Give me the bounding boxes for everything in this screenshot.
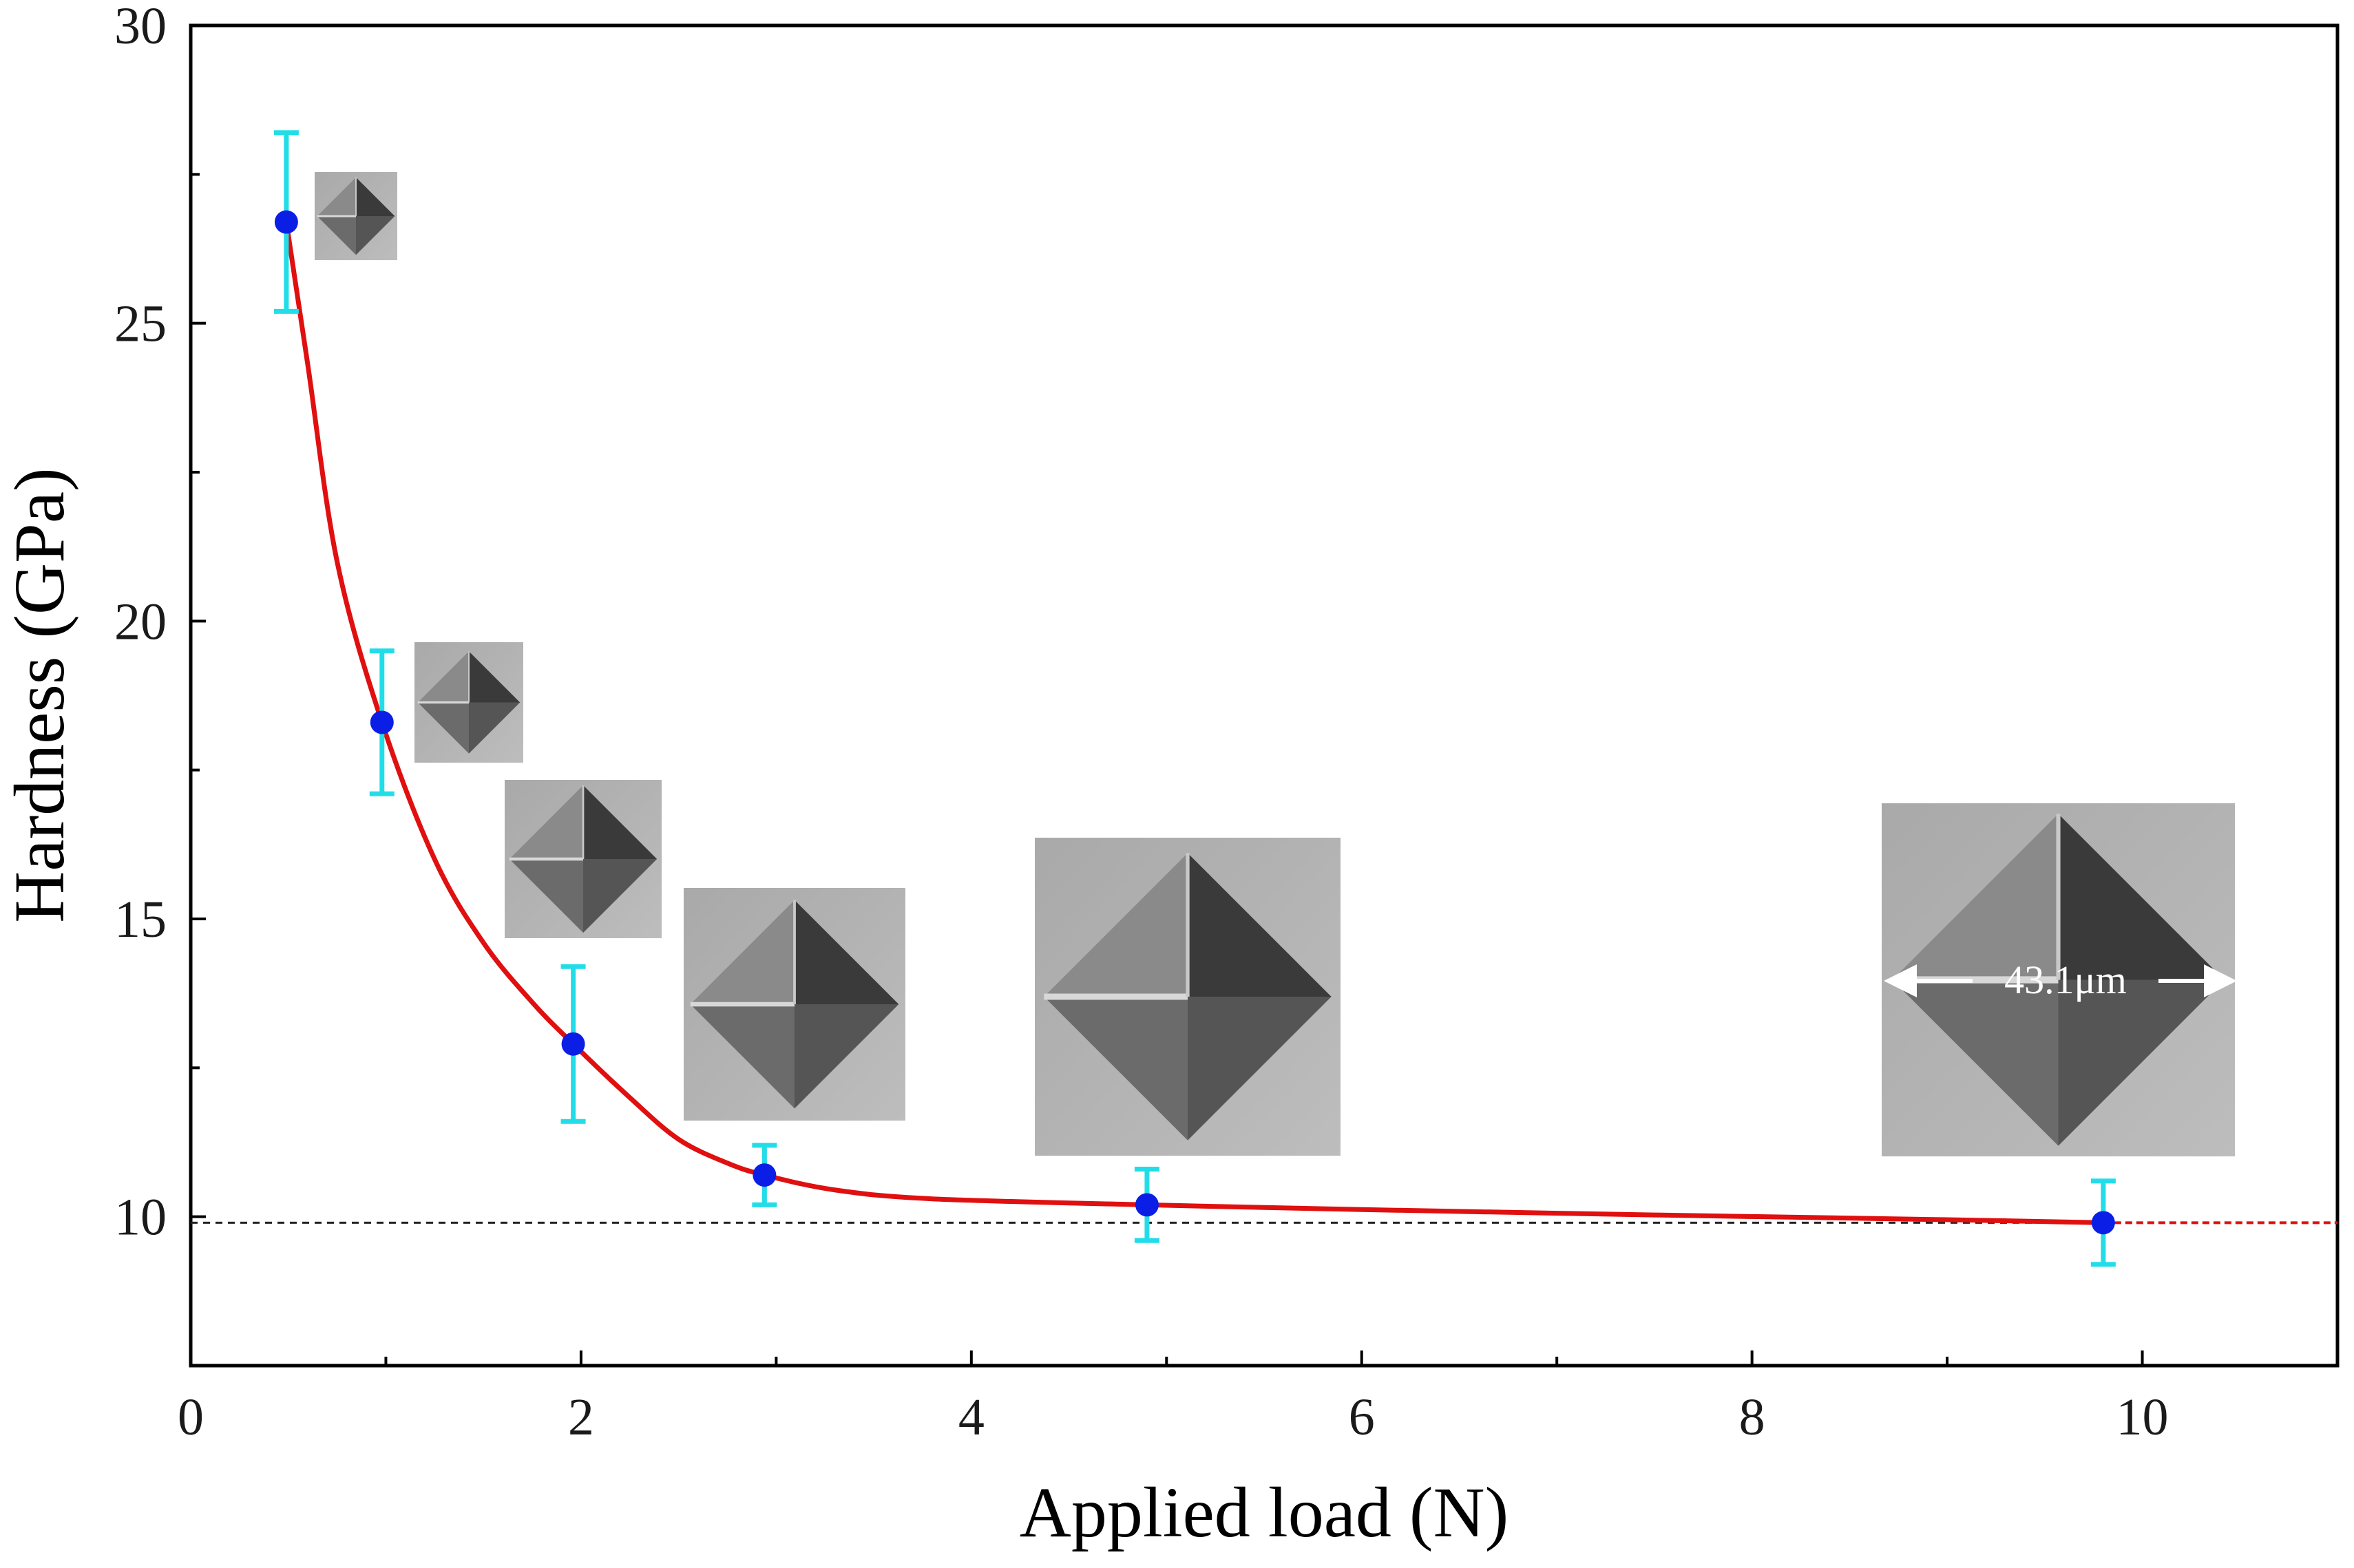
data-points [274,210,2115,1235]
data-point [561,1032,585,1056]
fit-curve-line [284,222,2103,1225]
y-axis-title: Hardness (GPa) [0,467,79,922]
data-point [1135,1193,1159,1217]
y-tick-label: 20 [114,593,167,650]
scale-bar: 43.1μm [1884,957,2237,1002]
data-point [370,710,394,734]
indentation-images [315,172,2235,1156]
x-tick-label: 4 [958,1388,985,1446]
x-axis-title: Applied load (N) [1020,1473,1509,1552]
indentation-image [684,888,905,1121]
x-tick-label: 0 [178,1388,204,1446]
x-tick-label: 10 [2116,1388,2169,1446]
scale-bar-label: 43.1μm [2004,957,2127,1002]
indentation-image [1035,838,1341,1156]
x-tick-label: 6 [1349,1388,1375,1446]
y-tick-label: 10 [114,1189,167,1247]
indentation-image [414,642,523,763]
indentation-image [505,780,662,938]
indentation-image [315,172,397,260]
x-tick-label: 2 [568,1388,594,1446]
x-tick-label: 8 [1739,1388,1765,1446]
y-tick-label: 15 [114,891,167,949]
y-axis-ticks: 10 15 20 25 30 [114,0,206,1367]
x-axis-ticks: 0 2 4 6 8 10 [178,1350,2339,1446]
fit-curve [284,222,2103,1225]
plot-frame [189,23,2340,1368]
data-point [274,210,298,234]
data-point [2091,1211,2115,1235]
y-tick-label: 30 [114,0,167,55]
y-tick-label: 25 [114,295,167,353]
data-point [753,1163,777,1187]
